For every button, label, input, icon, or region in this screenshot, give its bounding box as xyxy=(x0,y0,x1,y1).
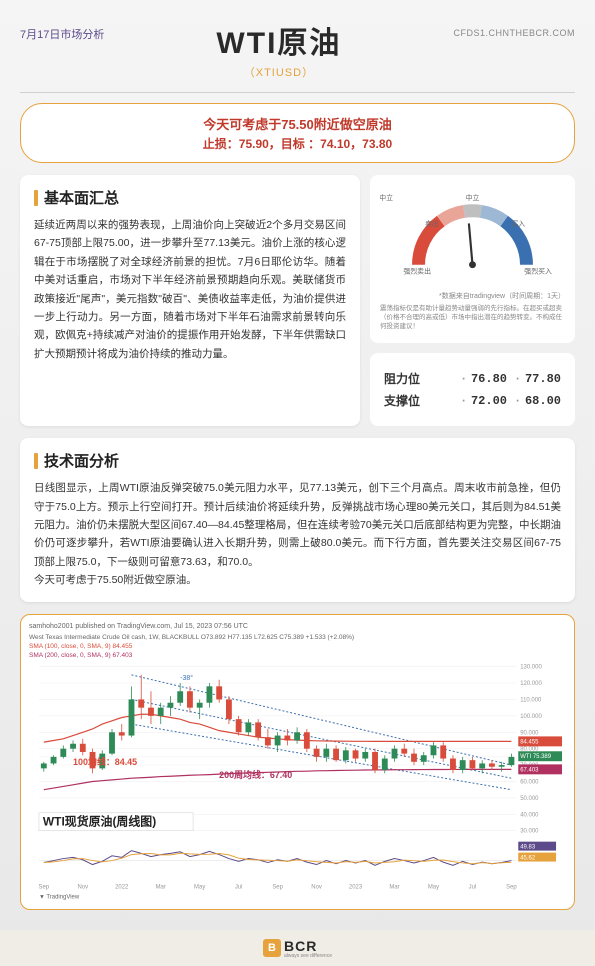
svg-text:67.403: 67.403 xyxy=(520,767,539,773)
price-chart: 30.00040.00050.00060.00070.00075.00080.0… xyxy=(29,661,566,901)
bcr-logneoliberal-text: BCR xyxy=(284,938,332,954)
svg-text:45.62: 45.62 xyxy=(520,855,536,861)
title-bar-icon xyxy=(34,190,38,206)
fundamentals-card: 基本面汇总 延续近两周以来的强势表现，上周油价向上突破近2个多月交易区间67-7… xyxy=(20,175,360,426)
header-divider xyxy=(20,92,575,93)
svg-text:强烈卖出: 强烈卖出 xyxy=(403,266,431,275)
gauge-caption: *数据来自tradingview（时间周期：1天） xyxy=(380,291,565,301)
support-v2: 68.00 xyxy=(525,394,561,408)
svg-text:中立: 中立 xyxy=(380,193,393,202)
strategy-levels: 止损：75.90，目标 ：74.10，73.80 xyxy=(37,135,558,152)
svg-text:84.455: 84.455 xyxy=(520,739,539,745)
svg-text:WTI现货原油(周线图): WTI现货原油(周线图) xyxy=(43,814,156,828)
svg-text:Nov: Nov xyxy=(311,884,322,890)
sentiment-gauge-card: 强烈卖出 卖出 中立 中立买入强烈买入 *数据来自tradingview（时间周期：1… xyxy=(370,175,575,343)
svg-text:Sep: Sep xyxy=(272,884,283,890)
fundamentals-title: 基本面汇总 xyxy=(44,187,119,208)
svg-text:100均线：84.45: 100均线：84.45 xyxy=(73,756,137,767)
svg-text:▼ TradingView: ▼ TradingView xyxy=(39,894,80,900)
svg-text:2022: 2022 xyxy=(115,884,129,890)
support-v1: 72.00 xyxy=(471,394,507,408)
svg-text:60.000: 60.000 xyxy=(520,779,539,785)
svg-text:120.000: 120.000 xyxy=(520,681,542,687)
svg-text:50.000: 50.000 xyxy=(520,795,539,801)
svg-text:Mar: Mar xyxy=(389,884,399,890)
chart-header: samhoho2001 published on TradingView.com… xyxy=(29,623,566,630)
strategy-box: 今天可考虑于75.50附近做空原油 止损：75.90，目标 ：74.10，73.… xyxy=(20,103,575,163)
chart-card: samhoho2001 published on TradingView.com… xyxy=(20,614,575,910)
bcr-logo-icon: B xyxy=(263,939,281,957)
fundamentals-body: 延续近两周以来的强势表现，上周油价向上突破近2个多月交易区间67-75顶部上限7… xyxy=(34,216,346,363)
resistance-label: 阻力位 xyxy=(384,370,420,387)
svg-text:买入: 买入 xyxy=(511,220,525,228)
chart-sma100: SMA (100, close, 0, SMA, 9) 84.455 xyxy=(29,643,566,650)
svg-text:100.000: 100.000 xyxy=(520,713,542,719)
svg-text:110.000: 110.000 xyxy=(520,697,542,703)
ticker-label: （XTIUSD） xyxy=(104,64,453,80)
svg-text:90.000: 90.000 xyxy=(520,730,539,736)
svg-text:Sep: Sep xyxy=(506,884,517,890)
svg-text:49.83: 49.83 xyxy=(520,844,536,850)
svg-text:卖出: 卖出 xyxy=(425,219,439,228)
svg-text:2023: 2023 xyxy=(349,884,363,890)
svg-text:Sep: Sep xyxy=(39,884,50,890)
svg-text:Jul: Jul xyxy=(469,884,477,890)
bcr-tagline: always see difference xyxy=(284,953,332,959)
source-url: CFDS1.CHNTHEBCR.COM xyxy=(453,28,575,38)
page-footer: B BCR always see difference xyxy=(0,930,595,966)
gauge-desc: 震荡指标仅是有助计量趋势动量强弱的先行指标。在超买或超卖（价格不合理的高或低）市… xyxy=(380,304,565,331)
levels-card: 阻力位 76.80 77.80 支撑位 72.00 68.00 xyxy=(370,353,575,426)
chart-sma200: SMA (200, close, 0, SMA, 9) 67.403 xyxy=(29,652,566,659)
page-title: WTI原油 xyxy=(104,18,453,62)
sentiment-gauge: 强烈卖出 卖出 中立 中立买入强烈买入 xyxy=(380,187,565,282)
strategy-headline: 今天可考虑于75.50附近做空原油 xyxy=(37,114,558,133)
svg-text:200周均线：67.40: 200周均线：67.40 xyxy=(219,769,292,780)
svg-text:Nov: Nov xyxy=(77,884,88,890)
technical-title: 技术面分析 xyxy=(44,450,119,471)
svg-text:Jul: Jul xyxy=(235,884,243,890)
title-bar-icon xyxy=(34,453,38,469)
svg-text:May: May xyxy=(428,884,439,890)
support-label: 支撑位 xyxy=(384,392,420,409)
svg-text:WTI 75.389: WTI 75.389 xyxy=(520,754,551,760)
svg-text:40.000: 40.000 xyxy=(520,812,539,818)
resistance-v1: 76.80 xyxy=(471,372,507,386)
svg-text:Mar: Mar xyxy=(156,884,166,890)
date-label: 7月17日市场分析 xyxy=(20,26,104,42)
technical-body: 日线图显示，上周WTI原油反弹突破75.0美元阻力水平，见77.13美元，创下三… xyxy=(34,479,561,589)
chart-subhead-1: West Texas Intermediate Crude Oil cash, … xyxy=(29,634,566,641)
svg-text:中立: 中立 xyxy=(466,193,480,202)
svg-text:强烈买入: 强烈买入 xyxy=(524,266,552,275)
svg-text:130.000: 130.000 xyxy=(520,664,542,670)
svg-text:May: May xyxy=(194,884,205,890)
svg-text:30.000: 30.000 xyxy=(520,828,539,834)
resistance-v2: 77.80 xyxy=(525,372,561,386)
technical-card: 技术面分析 日线图显示，上周WTI原油反弹突破75.0美元阻力水平，见77.13… xyxy=(20,438,575,601)
svg-text:-38°: -38° xyxy=(180,673,193,681)
